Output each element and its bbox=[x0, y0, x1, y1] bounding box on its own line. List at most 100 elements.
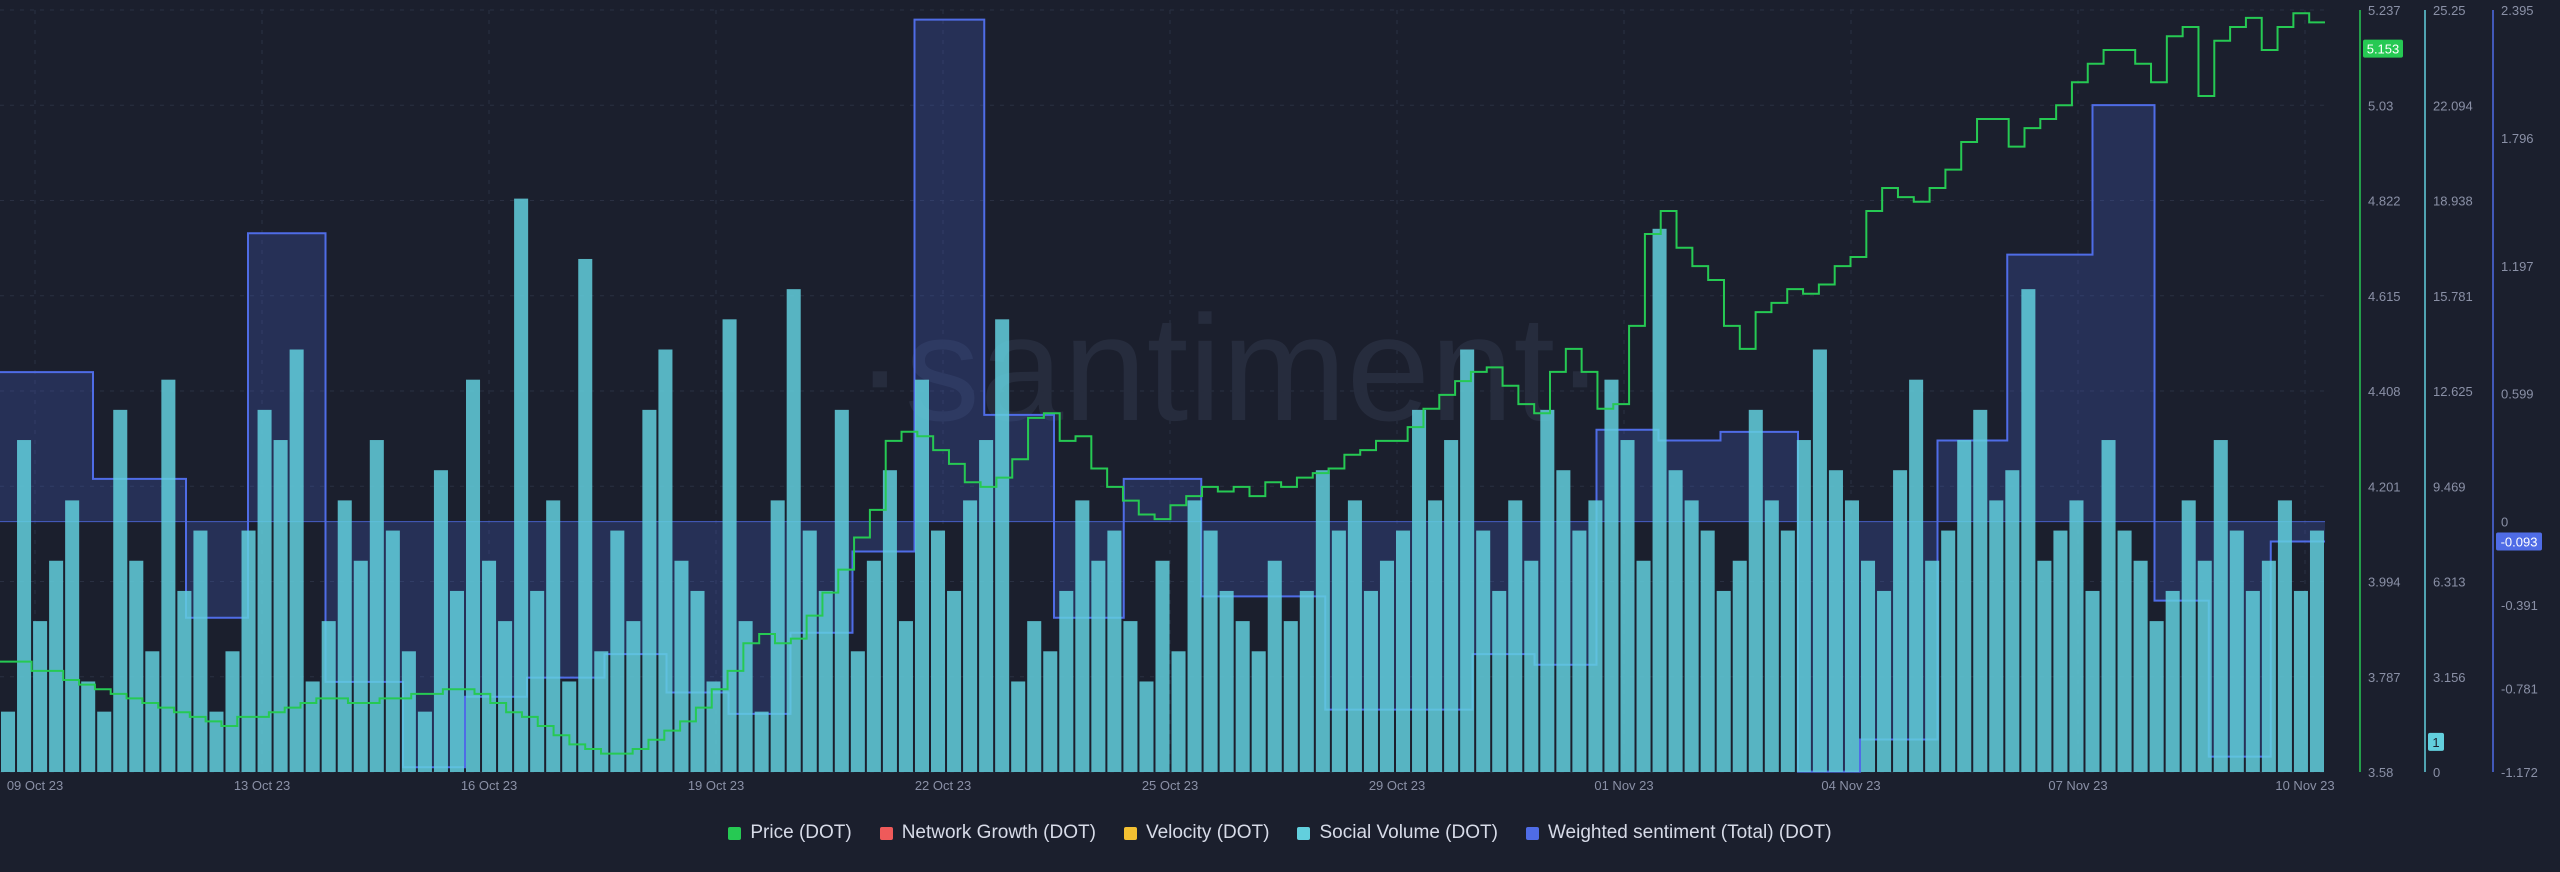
legend-label: Weighted sentiment (Total) (DOT) bbox=[1547, 822, 1832, 843]
legend-label: Network Growth (DOT) bbox=[901, 822, 1096, 843]
social-tick-label: 22.094 bbox=[2433, 98, 2473, 113]
social-volume-bar bbox=[1524, 560, 1539, 772]
legend-label: Velocity (DOT) bbox=[1145, 822, 1270, 843]
price-tick-label: 3.58 bbox=[2368, 765, 2393, 780]
social-volume-bar bbox=[963, 500, 978, 772]
x-tick-label: 07 Nov 23 bbox=[2048, 778, 2107, 793]
social-volume-bar bbox=[433, 470, 448, 772]
sentiment-tick-label: -0.781 bbox=[2501, 681, 2538, 696]
x-tick-label: 04 Nov 23 bbox=[1821, 778, 1880, 793]
social-volume-bar bbox=[2197, 560, 2212, 772]
legend-item[interactable]: Social Volume (DOT) bbox=[1297, 822, 1498, 844]
social-volume-bar bbox=[1636, 560, 1651, 772]
y-axis-social-volume: 25.25 22.094 18.938 15.781 12.625 9.469 6.313 3… bbox=[2424, 3, 2473, 780]
social-volume-bar bbox=[1444, 440, 1459, 772]
legend-swatch bbox=[879, 826, 893, 840]
legend-swatch bbox=[728, 826, 742, 840]
legend-swatch bbox=[1123, 826, 1137, 840]
social-volume-bar bbox=[1379, 560, 1394, 772]
social-volume-bar bbox=[1396, 530, 1411, 772]
price-tick-label: 4.615 bbox=[2368, 289, 2401, 304]
social-volume-bar bbox=[1861, 560, 1876, 772]
social-volume-bar bbox=[1508, 500, 1523, 772]
price-tick-label: 4.201 bbox=[2368, 479, 2401, 494]
social-volume-bar bbox=[914, 379, 929, 772]
social-volume-bar bbox=[642, 409, 657, 772]
social-volume-bar bbox=[305, 681, 320, 772]
social-volume-bar bbox=[1331, 530, 1346, 772]
social-volume-bar bbox=[145, 651, 160, 772]
social-volume-bar bbox=[1267, 560, 1282, 772]
social-volume-bar bbox=[578, 258, 593, 772]
social-volume-bar bbox=[81, 681, 96, 772]
social-volume-bar bbox=[1187, 500, 1202, 772]
social-volume-bar bbox=[1780, 530, 1795, 772]
social-volume-bar bbox=[1973, 409, 1988, 772]
social-volume-bar bbox=[417, 711, 432, 772]
social-volume-bar bbox=[1476, 530, 1491, 772]
price-layer bbox=[0, 12, 2325, 755]
social-volume-bar bbox=[979, 440, 994, 772]
social-volume-bar bbox=[1428, 500, 1443, 772]
social-volume-bar bbox=[1171, 651, 1186, 772]
social-volume-bar bbox=[1043, 651, 1058, 772]
social-volume-bar bbox=[626, 621, 641, 772]
social-volume-bar bbox=[1989, 500, 2004, 772]
legend-item[interactable]: Network Growth (DOT) bbox=[879, 822, 1096, 844]
legend-swatch bbox=[1525, 826, 1539, 840]
price-line bbox=[0, 12, 2325, 755]
social-volume-bar bbox=[2037, 560, 2052, 772]
x-tick-label: 13 Oct 23 bbox=[234, 778, 290, 793]
social-tick-label: 15.781 bbox=[2433, 289, 2473, 304]
social-volume-bar bbox=[337, 500, 352, 772]
social-volume-bar bbox=[113, 409, 128, 772]
social-volume-bar bbox=[2149, 621, 2164, 772]
sentiment-last-badge bbox=[2496, 532, 2542, 551]
price-tick-label: 5.03 bbox=[2368, 98, 2393, 113]
social-volume-bar bbox=[818, 590, 833, 772]
social-volume-bar bbox=[2181, 500, 2196, 772]
social-volume-bar bbox=[1812, 349, 1827, 772]
social-volume-bar bbox=[786, 289, 801, 772]
social-volume-bar bbox=[225, 651, 240, 772]
social-volume-bar bbox=[850, 651, 865, 772]
legend-item[interactable]: Price (DOT) bbox=[728, 822, 852, 844]
social-volume-bar bbox=[1492, 590, 1507, 772]
social-volume-bar bbox=[1588, 500, 1603, 772]
social-volume-bar bbox=[1139, 681, 1154, 772]
social-volume-bar bbox=[65, 500, 80, 772]
social-volume-bar bbox=[770, 500, 785, 772]
social-volume-bar bbox=[1075, 500, 1090, 772]
social-volume-bar bbox=[1957, 440, 1972, 772]
social-volume-bar bbox=[594, 651, 609, 772]
social-volume-bar bbox=[1828, 470, 1843, 772]
social-volume-bar bbox=[546, 500, 561, 772]
social-volume-bar bbox=[1203, 530, 1218, 772]
x-tick-label: 10 Nov 23 bbox=[2275, 778, 2334, 793]
social-volume-bar bbox=[931, 530, 946, 772]
social-volume-bar bbox=[1572, 530, 1587, 772]
social-volume-bar bbox=[1925, 560, 1940, 772]
social-volume-bar bbox=[482, 560, 497, 772]
social-volume-bar bbox=[498, 621, 513, 772]
social-volume-bar bbox=[1315, 470, 1330, 772]
social-volume-bar bbox=[1716, 590, 1731, 772]
social-volume-bar bbox=[385, 530, 400, 772]
social-last-badge bbox=[2428, 732, 2444, 751]
social-volume-bar bbox=[1909, 379, 1924, 772]
social-volume-bar bbox=[1844, 500, 1859, 772]
social-tick-label: 0 bbox=[2433, 765, 2440, 780]
social-volume-bar bbox=[1123, 621, 1138, 772]
social-volume-bar bbox=[2165, 590, 2180, 772]
social-volume-bar bbox=[1796, 440, 1811, 772]
social-volume-bar bbox=[1412, 409, 1427, 772]
social-volume-bar bbox=[466, 379, 481, 772]
sentiment-tick-label: 0.599 bbox=[2501, 387, 2534, 402]
x-tick-label: 22 Oct 23 bbox=[915, 778, 971, 793]
social-volume-bar bbox=[273, 440, 288, 772]
legend-item[interactable]: Weighted sentiment (Total) (DOT) bbox=[1525, 822, 1832, 844]
x-tick-label: 16 Oct 23 bbox=[461, 778, 517, 793]
x-tick-label: 25 Oct 23 bbox=[1142, 778, 1198, 793]
legend-item[interactable]: Velocity (DOT) bbox=[1123, 822, 1270, 844]
